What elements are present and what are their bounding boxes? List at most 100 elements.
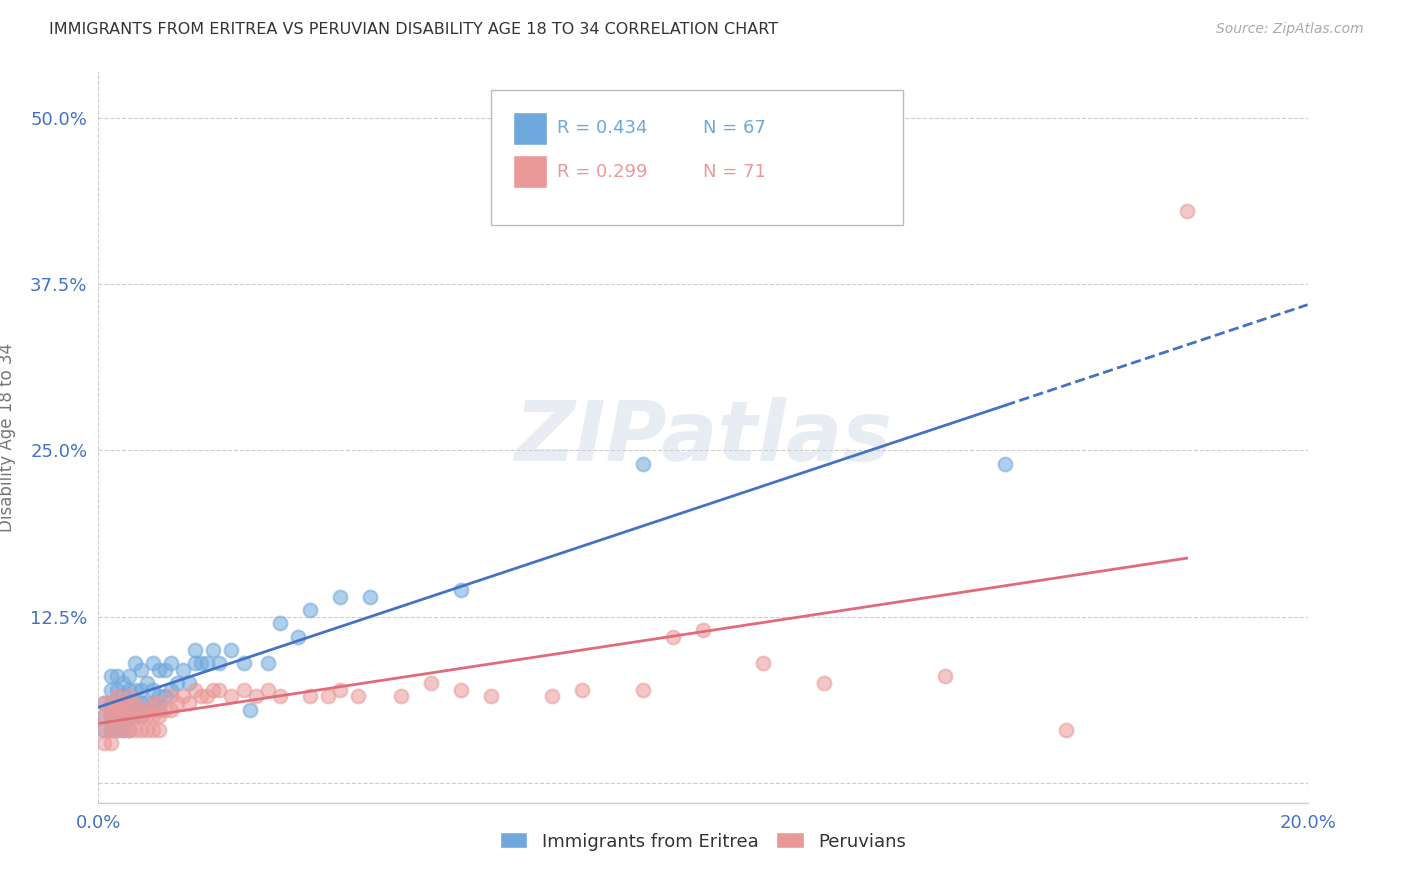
Point (135, 703, 157, 717)
Point (118, 723, 141, 737)
Point (105, 703, 128, 717)
Point (239, 703, 262, 717)
Point (100, 703, 122, 717)
Point (100, 723, 122, 737)
Point (135, 723, 157, 737)
Point (389, 690, 412, 704)
Point (153, 690, 176, 704)
Point (135, 676, 157, 690)
Point (142, 723, 165, 737)
Point (153, 703, 176, 717)
Point (148, 709, 170, 723)
FancyBboxPatch shape (513, 155, 547, 188)
Point (100, 709, 122, 723)
Point (129, 696, 152, 710)
Point (269, 690, 291, 704)
Point (142, 682, 165, 697)
Point (93, 696, 115, 710)
Point (142, 656, 165, 670)
Point (105, 682, 128, 697)
Text: N = 67: N = 67 (703, 119, 766, 136)
Point (142, 696, 165, 710)
Point (129, 663, 152, 677)
Point (232, 682, 254, 697)
Point (179, 696, 201, 710)
Point (118, 696, 141, 710)
Point (329, 590, 352, 604)
Point (111, 676, 134, 690)
Point (105, 723, 128, 737)
Point (93, 723, 115, 737)
Text: N = 71: N = 71 (703, 162, 766, 180)
Point (166, 696, 188, 710)
Point (256, 656, 278, 670)
Point (100, 709, 122, 723)
FancyBboxPatch shape (513, 112, 547, 145)
Point (160, 690, 183, 704)
Point (105, 703, 128, 717)
Point (153, 663, 176, 677)
Point (118, 669, 141, 683)
Point (118, 723, 141, 737)
Point (142, 709, 165, 723)
Point (124, 723, 146, 737)
Point (105, 723, 128, 737)
Point (93, 696, 115, 710)
Point (111, 723, 134, 737)
Point (111, 696, 134, 710)
Point (124, 682, 146, 697)
Point (190, 690, 212, 704)
Text: R = 0.434: R = 0.434 (557, 119, 647, 136)
Point (129, 682, 152, 697)
Point (124, 696, 146, 710)
Point (100, 696, 122, 710)
Point (129, 709, 152, 723)
Point (269, 616, 291, 631)
Point (329, 682, 352, 697)
Point (100, 682, 122, 697)
Point (118, 709, 141, 723)
Point (450, 682, 472, 697)
Point (179, 676, 201, 690)
FancyBboxPatch shape (492, 89, 903, 225)
Text: R = 0.299: R = 0.299 (557, 162, 647, 180)
Point (481, 690, 503, 704)
Point (111, 709, 134, 723)
Point (100, 696, 122, 710)
Point (184, 682, 207, 697)
Point (100, 723, 122, 737)
Point (118, 709, 141, 723)
Point (195, 656, 218, 670)
Point (118, 682, 141, 697)
Point (105, 669, 128, 683)
Point (360, 590, 382, 604)
Point (631, 682, 654, 697)
Point (813, 676, 835, 690)
Point (256, 682, 278, 697)
Point (148, 663, 170, 677)
Point (111, 703, 134, 717)
Point (208, 656, 231, 670)
Point (299, 603, 322, 617)
Point (184, 656, 207, 670)
Point (1175, 204, 1198, 219)
Point (692, 623, 714, 637)
Point (93, 736, 115, 750)
Point (129, 709, 152, 723)
Legend: Immigrants from Eritrea, Peruvians: Immigrants from Eritrea, Peruvians (491, 823, 915, 860)
Point (631, 457, 654, 471)
Point (129, 703, 152, 717)
Point (105, 690, 128, 704)
Point (540, 690, 562, 704)
Point (148, 703, 170, 717)
Point (148, 696, 170, 710)
Point (195, 690, 218, 704)
Point (105, 709, 128, 723)
Point (287, 630, 309, 644)
Point (160, 656, 183, 670)
Point (93, 709, 115, 723)
Point (105, 696, 128, 710)
Point (160, 682, 183, 697)
Point (135, 709, 157, 723)
Point (124, 656, 146, 670)
